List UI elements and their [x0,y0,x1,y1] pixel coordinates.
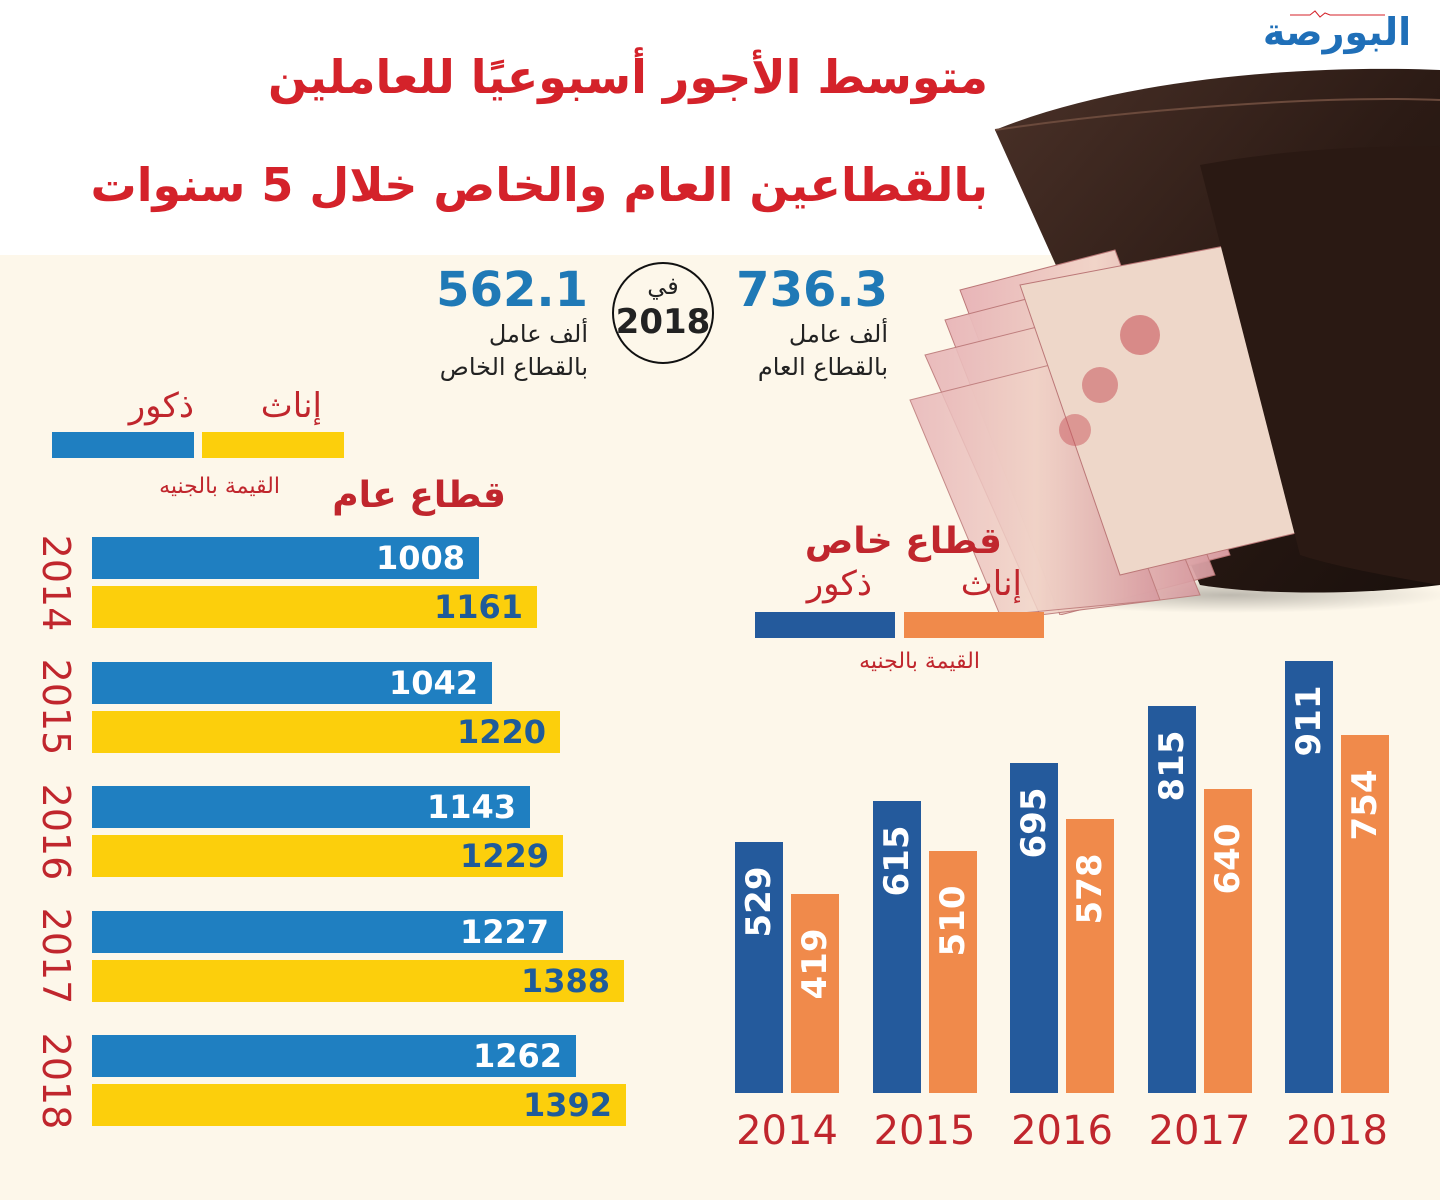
private-legend-males-label: ذكور [806,564,872,604]
private-bar-value-label: 911 [1289,685,1329,757]
public-bar-2014-males: 1008 [92,537,479,579]
public-bar-value-label: 1220 [456,712,546,751]
public-legend-females-label: إناث [260,386,322,426]
private-workers-unit: ألف عامل [488,320,588,348]
logo-wave-icon [1290,10,1385,18]
private-bar-2016-females: 578 [1066,819,1114,1093]
public-bar-2018-males: 1262 [92,1035,576,1077]
private-bar-2015-females: 510 [928,851,977,1093]
public-year-label: 2015 [34,658,78,756]
public-year-label: 2018 [34,1032,78,1129]
private-year-label: 2015 [873,1108,976,1154]
private-bar-2016-males: 695 [1010,763,1058,1093]
public-bar-2015-males: 1042 [92,661,492,704]
private-legend-females-swatch [904,612,1044,638]
public-bar-value-label: 1227 [459,912,549,951]
public-year-label: 2014 [34,534,78,631]
public-legend-males-swatch [52,432,194,458]
public-legend-females-swatch [202,432,344,458]
private-legend-females-label: إناث [960,564,1022,604]
private-bar-value-label: 419 [795,928,835,1000]
public-legend-males-label: ذكور [128,386,194,426]
public-workers-value: 736.3 [736,262,888,318]
public-year-label: 2017 [34,907,78,1005]
public-bar-value-label: 1262 [472,1037,562,1075]
private-workers-value: 562.1 [436,262,588,318]
wallet-illustration [909,68,1440,615]
private-sector-title: قطاع خاص [804,521,1002,562]
brand-logo: البورصة [1262,10,1412,54]
public-bar-value-label: 1042 [388,663,478,702]
year-prefix: في [647,272,679,300]
private-bar-value-label: 754 [1345,769,1385,841]
page-title-line1: متوسط الأجور أسبوعيًا للعاملين [268,50,988,104]
private-legend-males-swatch [755,612,895,638]
public-workers-unit: ألف عامل [788,320,888,348]
public-unit-label: القيمة بالجنيه [159,474,280,499]
public-bar-value-label: 1008 [375,539,465,577]
private-year-label: 2014 [736,1108,838,1154]
public-bar-value-label: 1229 [459,837,549,875]
private-bar-value-label: 640 [1207,823,1248,895]
banknotes [909,244,1331,615]
year-badge: في 2018 [612,262,714,364]
private-bar-value-label: 615 [876,825,917,897]
private-bar-value-label: 815 [1151,730,1192,802]
private-bar-value-label: 529 [739,866,779,938]
private-bar-2015-males: 615 [872,801,921,1093]
public-bar-2016-males: 1143 [92,786,530,828]
page-title-line2: بالقطاعين العام والخاص خلال 5 سنوات [90,158,988,212]
public-bar-2017-males: 1227 [92,910,563,953]
private-bar-2017-females: 640 [1203,789,1252,1093]
private-bar-2018-males: 911 [1285,661,1333,1093]
public-bar-2018-females: 1392 [92,1084,626,1126]
public-bar-2015-females: 1220 [92,710,560,753]
private-year-label: 2018 [1286,1108,1388,1154]
public-bar-2017-females: 1388 [92,959,624,1002]
private-bar-2017-males: 815 [1147,706,1196,1093]
private-sector-stat: 562.1 ألف عامل بالقطاع الخاص [436,262,588,384]
public-workers-label: بالقطاع العام [757,353,888,381]
public-bar-value-label: 1388 [520,961,610,1000]
private-bar-2014-males: 529 [735,842,783,1093]
public-sector-title: قطاع عام [332,475,506,516]
private-workers-label: بالقطاع الخاص [439,353,588,381]
private-bar-2014-females: 419 [791,894,839,1093]
public-bar-2014-females: 1161 [92,586,537,628]
private-bar-value-label: 510 [932,885,973,957]
public-year-label: 2016 [34,783,78,880]
private-bar-value-label: 578 [1070,853,1110,925]
public-sector-stat: 736.3 ألف عامل بالقطاع العام [736,262,888,384]
private-year-label: 2016 [1011,1108,1113,1154]
public-bar-value-label: 1161 [433,588,523,626]
private-bar-value-label: 695 [1014,787,1054,859]
year-value: 2018 [615,302,711,342]
private-bar-2018-females: 754 [1341,735,1389,1093]
public-bar-value-label: 1392 [522,1086,612,1124]
private-unit-label: القيمة بالجنيه [859,649,980,674]
public-bar-2016-females: 1229 [92,835,563,877]
private-year-label: 2017 [1148,1108,1251,1154]
public-bar-value-label: 1143 [426,788,516,826]
